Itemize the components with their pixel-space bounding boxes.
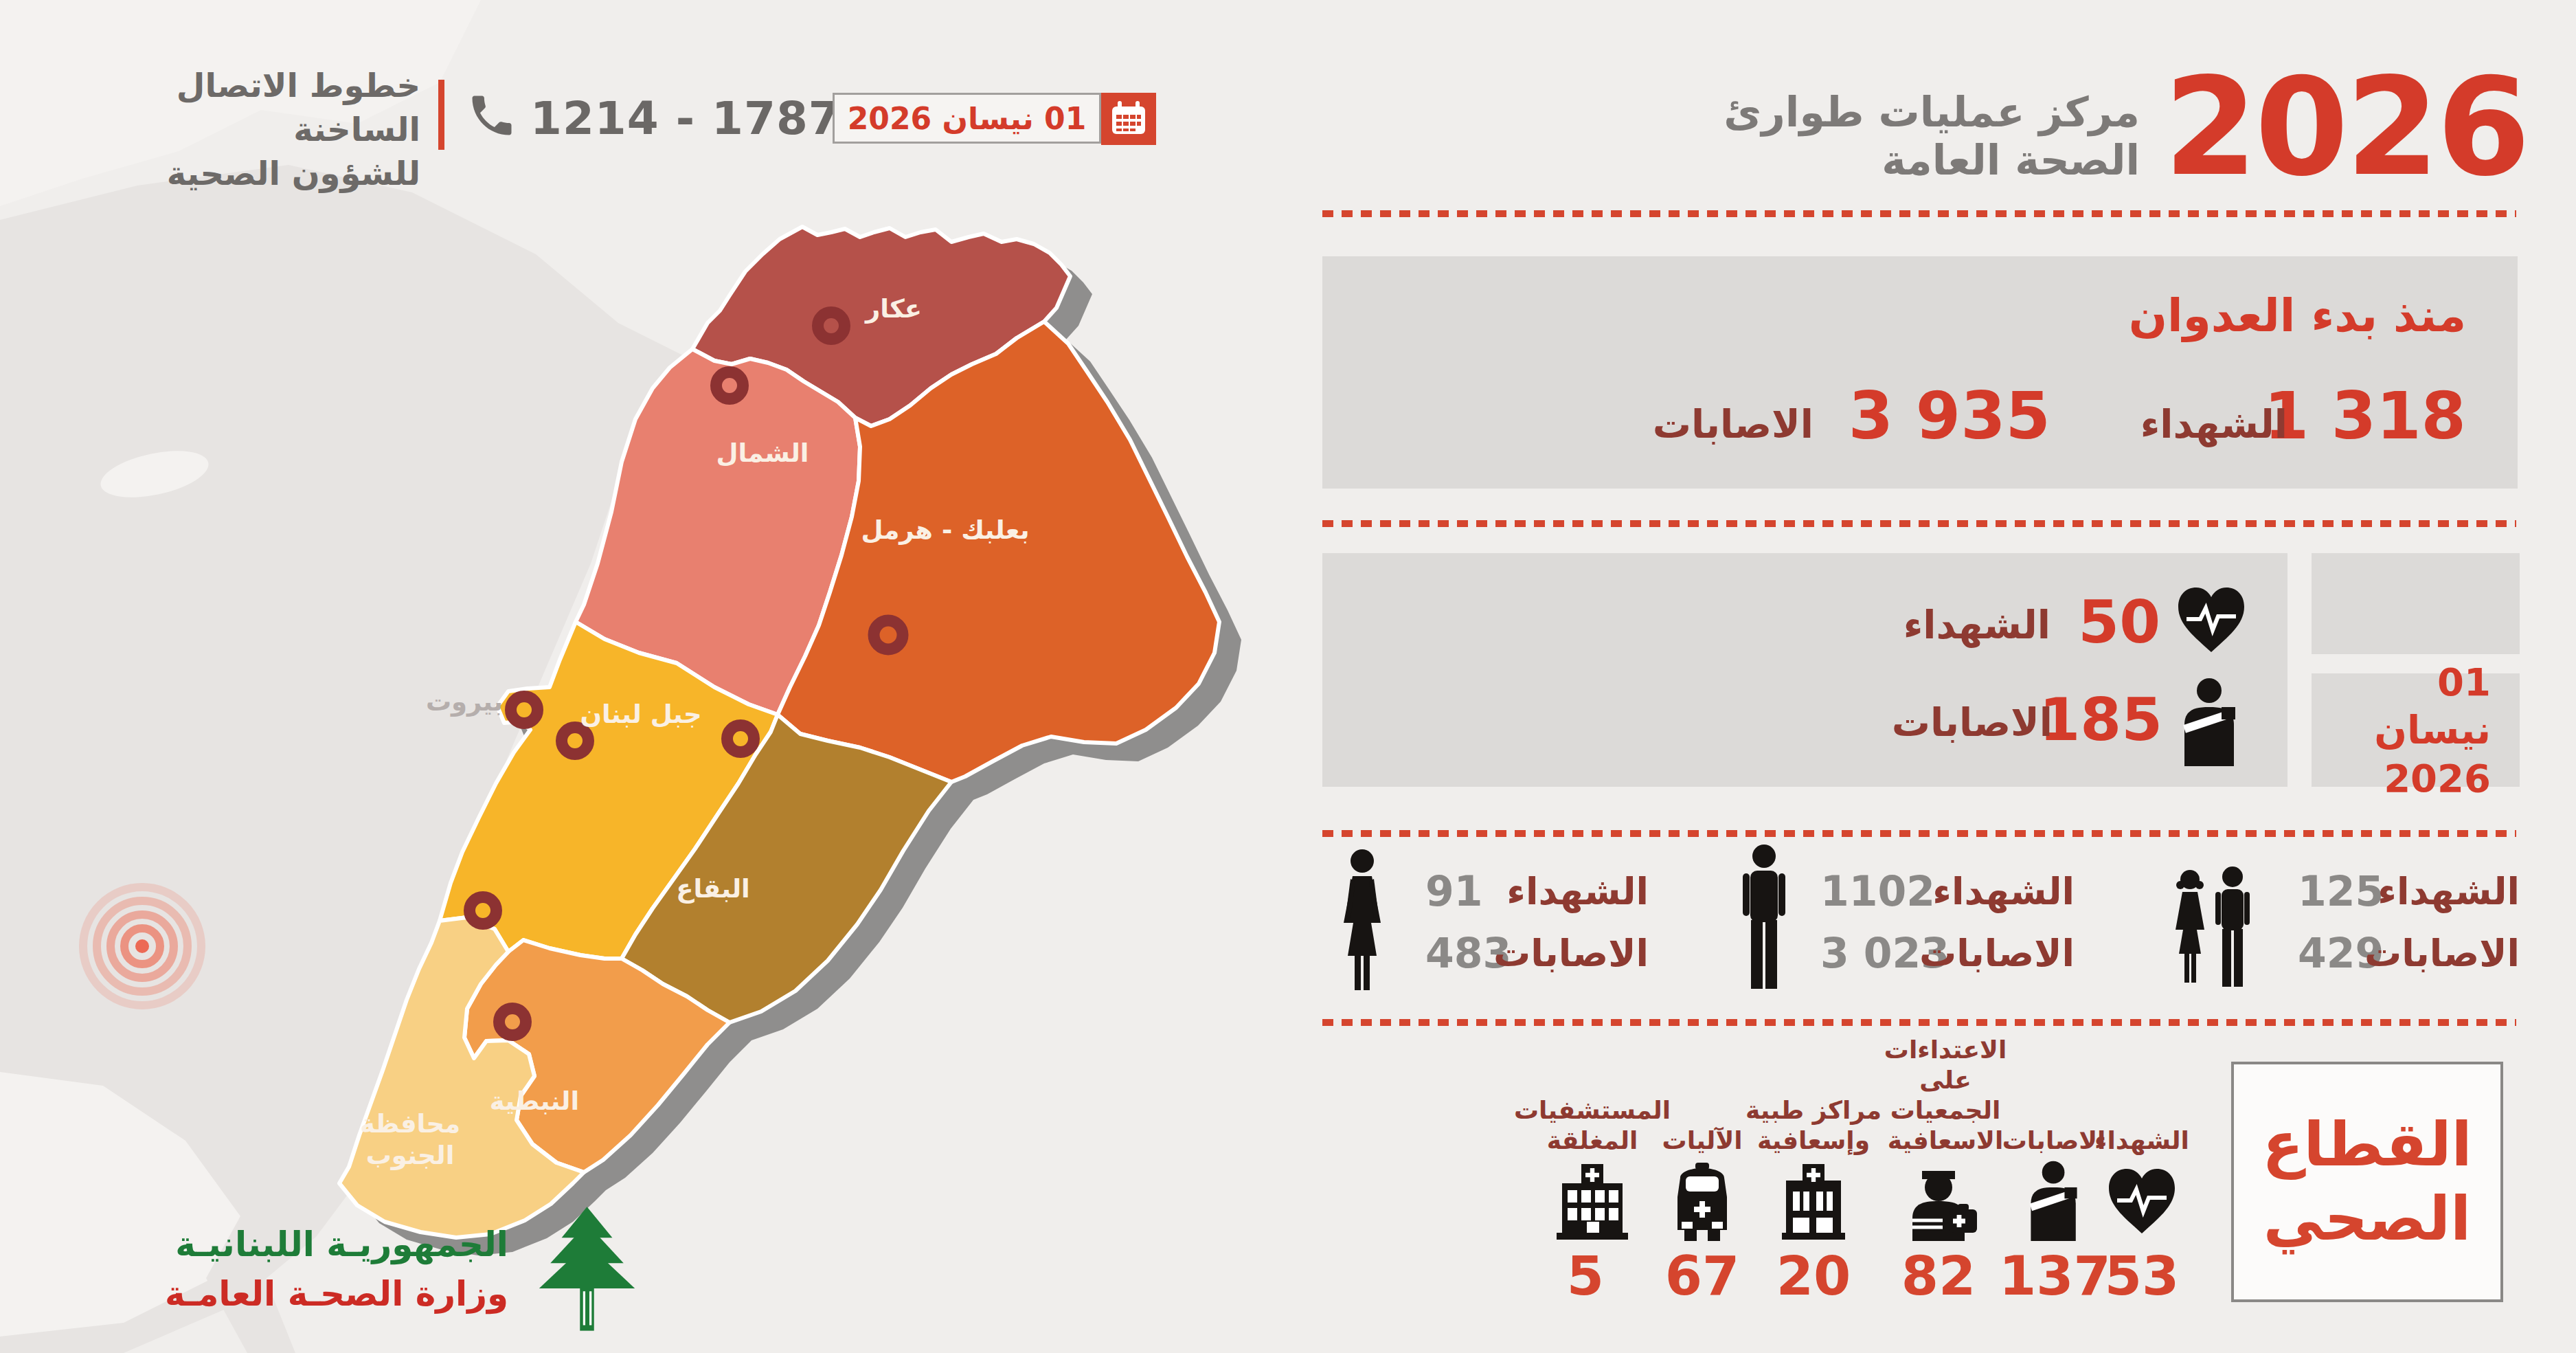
page-title-line2: الصحة العامة (1649, 136, 2140, 184)
daily-date-text: 01 نيسان 2026 (2312, 673, 2520, 787)
label-bekaa: البقاع (676, 874, 749, 904)
men-injuries-label: الاصابات (1923, 932, 2075, 975)
women-martyrs-value: 91 (1425, 867, 1483, 915)
women-injuries-label: الاصابات (1498, 932, 1649, 975)
hs-attacks-value: 82 (1884, 1245, 1993, 1307)
daily-date-box: 01 نيسان 2026 (2312, 673, 2520, 787)
daily-martyrs-value: 50 (2078, 588, 2160, 656)
calendar-icon (1101, 93, 1156, 145)
health-sector-title-line2: الصحي (2263, 1182, 2471, 1256)
hs-hospitals-value: 5 (1530, 1245, 1640, 1307)
page-title-line1: مركز عمليات طوارئ (1649, 88, 2140, 136)
ministry-text: الجمهوريـة اللبنانيـة وزارة الصحـة العام… (96, 1220, 508, 1319)
daily-martyrs-label: الشهداء (1903, 603, 2050, 647)
since-war-injuries-value: 3 935 (1849, 379, 2050, 454)
daily-date-line2: 2026 (2312, 754, 2491, 803)
daily-injuries-label: الاصابات (1892, 700, 2053, 745)
date-box: 01 نيسان 2026 (833, 93, 1101, 144)
health-sector-box: القطاع الصحي (2231, 1062, 2503, 1302)
daily-date-line1: 01 نيسان (2312, 658, 2491, 754)
infographic-page: عكار الشمال بعلبك - هرمل جبل لبنان البقا… (0, 0, 2576, 1353)
hotline-divider (438, 80, 444, 150)
label-north: الشمال (716, 438, 809, 468)
children-martyrs-label: الشهداء (2369, 870, 2520, 913)
heart-pulse-icon (2173, 583, 2250, 655)
hotline-numbers: 1214 - 1787 (530, 92, 841, 145)
hospital-icon (1551, 1161, 1634, 1240)
hs-vehicles-value: 67 (1647, 1245, 1757, 1307)
health-sector-title: القطاع الصحي (2234, 1064, 2500, 1299)
medical-center-icon (1778, 1161, 1849, 1240)
hotline-title-line2: للشؤون الصحية (69, 151, 420, 195)
hotline-title-line1: خطوط الاتصال الساخنة (69, 63, 420, 151)
dashed-divider-2 (1322, 520, 2516, 527)
label-nabatieh: النبطية (490, 1086, 579, 1116)
daily-injuries-value: 185 (2039, 685, 2162, 754)
page-title: مركز عمليات طوارئ الصحة العامة (1649, 88, 2140, 184)
since-war-martyrs-value: 1 318 (2264, 379, 2466, 454)
women-martyrs-label: الشهداء (1498, 870, 1649, 913)
woman-icon (1328, 847, 1397, 994)
cedar-logo (517, 1201, 657, 1342)
date-box-label: 01 نيسان 2026 (835, 95, 1099, 142)
men-martyrs-label: الشهداء (1923, 870, 2075, 913)
dashed-divider-4 (1322, 1019, 2516, 1026)
injured-person-icon (2172, 677, 2248, 766)
daily-box: 50 الشهداء 185 الاصابات (1322, 553, 2287, 787)
children-icon (2164, 864, 2267, 996)
year-title: 2026 (2164, 69, 2487, 186)
ambulance-icon (1668, 1160, 1737, 1241)
dashed-divider-1 (1322, 210, 2516, 217)
label-akkar: عكار (864, 294, 922, 324)
dashed-divider-3 (1322, 830, 2516, 837)
man-icon (1728, 843, 1800, 997)
hotline-block: خطوط الاتصال الساخنة للشؤون الصحية (69, 63, 420, 195)
label-baalbek: بعلبك - هرمل (861, 515, 1029, 545)
ministry-line1: الجمهوريـة اللبنانيـة (96, 1220, 508, 1269)
since-war-box: منذ بدء العدوان 1 318 الشهداء 3 935 الاص… (1322, 256, 2518, 489)
phone-icon (466, 89, 518, 142)
label-south-line1: محافظة (360, 1109, 460, 1139)
injured-person-icon (2020, 1160, 2088, 1241)
hs-medical-value: 20 (1759, 1245, 1868, 1307)
daily-empty-box (2312, 553, 2520, 654)
since-war-martyrs-label: الشهداء (2140, 402, 2287, 447)
label-south-line2: الجنوب (366, 1141, 455, 1170)
paramedic-icon (1903, 1160, 1978, 1241)
men-martyrs-value: 1102 (1820, 867, 1935, 915)
label-beirut: بيروت (426, 687, 503, 717)
label-mount-lebanon: جبل لبنان (580, 700, 701, 729)
ministry-line2: وزارة الصحـة العامـة (96, 1269, 508, 1319)
children-injuries-label: الاصابات (2369, 932, 2520, 975)
since-war-title: منذ بدء العدوان (2129, 289, 2466, 342)
health-sector-title-line1: القطاع (2262, 1108, 2472, 1182)
heart-pulse-icon (2103, 1165, 2180, 1236)
since-war-injuries-label: الاصابات (1653, 402, 1814, 447)
hs-injuries-value: 137 (1999, 1245, 2109, 1307)
hs-hospitals-label: المستشفيات المغلقة (1510, 1087, 1675, 1156)
